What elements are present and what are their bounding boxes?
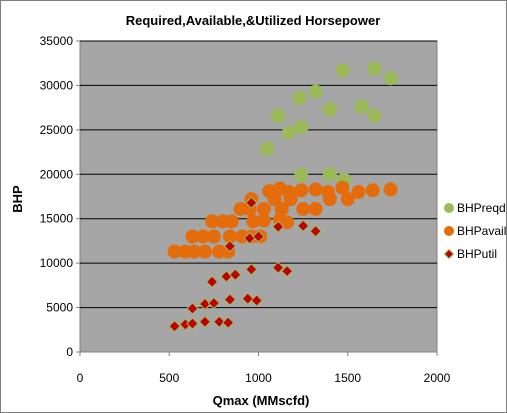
data-point (186, 302, 199, 315)
x-tick-label: 1000 (245, 371, 272, 385)
data-point (205, 275, 219, 289)
data-point (241, 292, 254, 305)
data-point (355, 99, 370, 114)
data-point (294, 183, 309, 198)
data-point (187, 244, 202, 259)
chart-title: Required,Available,&Utilized Horsepower (126, 13, 381, 28)
series-BHPutil (168, 196, 322, 333)
data-point (321, 185, 336, 200)
data-point (294, 168, 309, 183)
data-point (296, 201, 311, 216)
x-tick-label: 1500 (334, 371, 361, 385)
data-point (222, 229, 237, 244)
data-point (280, 215, 295, 230)
data-point (196, 229, 211, 244)
data-point (335, 63, 350, 78)
legend: BHPreqd BHPavail BHPutil (443, 201, 506, 261)
legend-label: BHPutil (457, 247, 497, 261)
data-point (367, 61, 382, 76)
legend-label: BHPavail (457, 224, 506, 238)
x-axis-title: Qmax (MMscfd) (213, 393, 310, 408)
data-point (365, 183, 380, 198)
x-tick-label: 2000 (424, 371, 451, 385)
data-point (205, 214, 220, 229)
y-tick-label: 30000 (40, 78, 74, 92)
data-point (271, 220, 285, 233)
data-point (262, 184, 277, 199)
data-point (245, 196, 258, 209)
legend-marker (443, 248, 455, 260)
data-point (221, 316, 235, 329)
data-point (250, 294, 263, 307)
data-point (206, 229, 221, 244)
data-point (335, 180, 350, 195)
data-point (383, 71, 398, 86)
data-point (292, 90, 307, 105)
data-point (256, 201, 271, 216)
data-point (186, 317, 199, 330)
data-point (167, 244, 182, 259)
data-point (322, 102, 337, 117)
y-tick-label: 20000 (40, 167, 74, 181)
data-point (246, 214, 261, 229)
plot-area (79, 40, 438, 353)
data-point (281, 125, 296, 140)
y-tick-label: 0 (66, 345, 73, 359)
data-point (252, 230, 265, 243)
data-point (197, 244, 212, 259)
y-tick-label: 25000 (40, 123, 74, 137)
data-point (322, 167, 337, 182)
axis-tick-labels: 0 5000 10000 15000 20000 25000 30000 35000 0 500 1… (40, 34, 451, 385)
data-point (229, 268, 242, 281)
legend-marker (444, 203, 454, 213)
data-points (167, 61, 398, 333)
data-point (223, 240, 237, 253)
data-point (260, 141, 275, 156)
data-point (383, 182, 398, 197)
data-point (309, 224, 322, 238)
y-tick-label: 10000 (40, 256, 74, 270)
data-point (340, 192, 355, 207)
data-point (308, 84, 323, 99)
data-point (296, 219, 310, 233)
data-point (213, 315, 226, 328)
series-BHPreqd (260, 61, 398, 187)
data-point (207, 296, 221, 310)
data-point (245, 263, 258, 276)
y-tick-label: 5000 (46, 301, 73, 315)
x-tick-label: 0 (77, 371, 84, 385)
data-point (271, 108, 286, 123)
data-point (274, 201, 289, 216)
data-point (256, 213, 271, 228)
data-point (294, 120, 309, 135)
data-point (185, 229, 200, 244)
data-point (367, 108, 382, 123)
y-axis-title: BHP (10, 185, 25, 213)
data-point (308, 182, 323, 197)
data-point (224, 214, 239, 229)
data-point (168, 320, 181, 333)
data-point (351, 185, 366, 200)
legend-label: BHPreqd (457, 201, 506, 215)
data-point (271, 261, 285, 274)
data-point (308, 201, 323, 216)
y-tick-label: 15000 (40, 212, 74, 226)
y-tick-label: 35000 (40, 34, 74, 48)
data-point (280, 264, 294, 278)
legend-marker (444, 226, 454, 236)
x-tick-label: 500 (159, 371, 179, 385)
data-point (198, 315, 212, 328)
data-point (281, 185, 296, 200)
data-point (223, 293, 237, 306)
